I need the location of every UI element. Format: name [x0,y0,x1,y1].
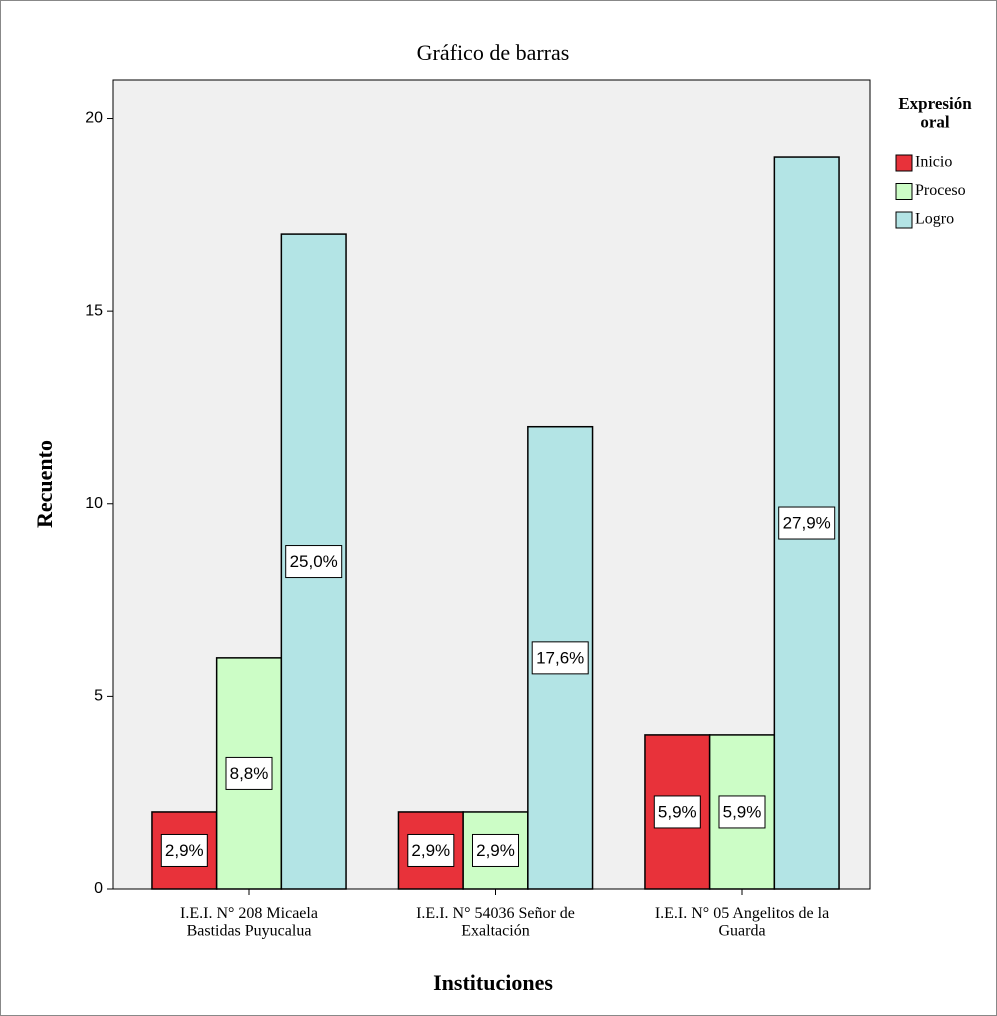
legend-swatch [895,154,913,172]
label-box [225,756,273,790]
legend-title: Expresión oral [898,94,972,132]
legend-swatch [895,183,913,200]
data-label: 2,9% [411,841,450,860]
data-label: 17,6% [536,648,584,667]
label-box [160,833,208,867]
label-box [778,506,836,540]
y-tick-label: 10 [85,495,103,512]
label-box [407,833,455,867]
label-box [472,833,519,867]
chart-title: Gráfico de barras [417,40,570,65]
data-label: 2,9% [165,841,204,860]
legend-swatch [895,211,913,229]
label-box [285,545,343,579]
y-tick-label: 0 [94,880,103,897]
legend-label: Inicio [915,154,952,171]
x-tick-label: I.E.I. N° 05 Angelitos de la Guarda [655,905,829,940]
y-tick-label: 15 [85,302,103,319]
y-tick-label: 20 [85,110,103,127]
x-tick-label: I.E.I. N° 54036 Señor de Exaltación [416,905,575,940]
legend-label: Proceso [915,182,966,199]
data-label: 8,8% [230,764,269,783]
data-label: 5,9% [658,802,697,821]
x-tick-label: I.E.I. N° 208 Micaela Bastidas Puyucalua [180,905,318,940]
label-box [653,795,701,829]
legend-label: Logro [915,211,954,228]
y-axis-label: Recuento [32,440,57,528]
data-label: 25,0% [290,552,338,571]
label-box [531,641,589,675]
data-label: 2,9% [476,841,515,860]
data-label: 27,9% [783,514,831,533]
label-box [718,795,766,829]
data-label: 5,9% [723,802,762,821]
y-tick-label: 5 [94,688,103,705]
x-axis-label: Instituciones [433,970,553,995]
